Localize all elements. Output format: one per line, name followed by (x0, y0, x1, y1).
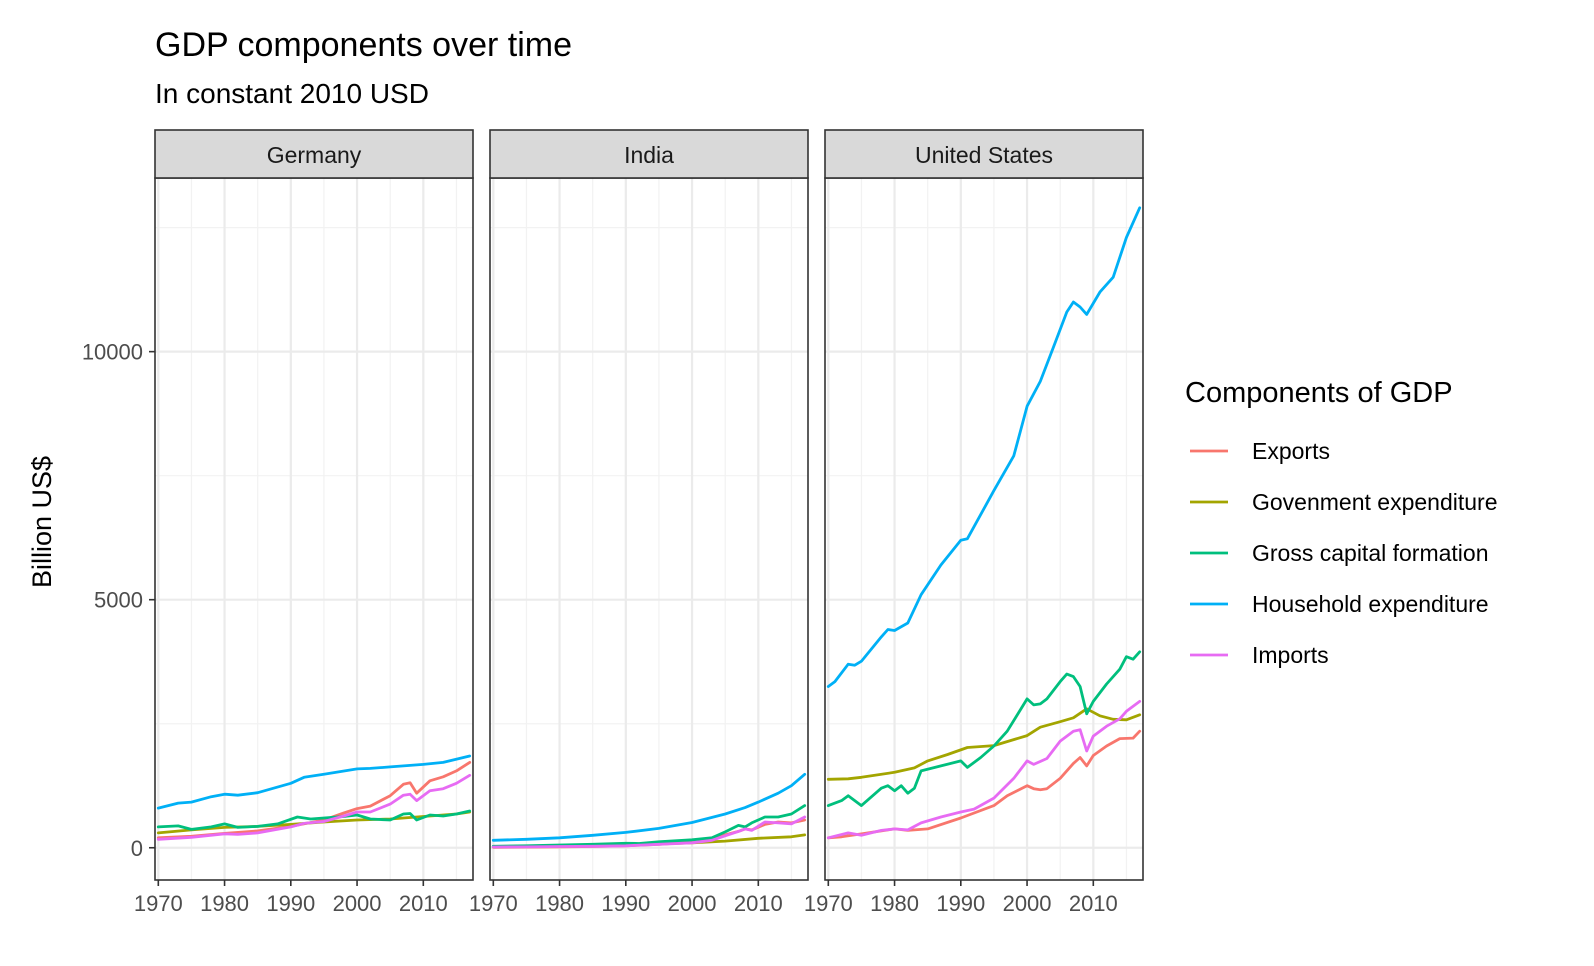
panel-united-states: United States 1970 1980 1990 2000 2010 (804, 129, 1144, 916)
facet-strip (154, 129, 474, 179)
series-line-imports (156, 773, 472, 841)
series-line-govenment-expenditure (826, 707, 1142, 781)
legend: Exports Govenment expenditure Gross capita… (1190, 438, 1498, 668)
facet-strip (489, 129, 809, 179)
legend-item-gross-capital-formation: Gross capital formation (1190, 540, 1488, 566)
facet-strip-label: Germany (267, 142, 362, 168)
x-tick-label: 2010 (399, 891, 448, 916)
y-tick-label: 5000 (94, 588, 143, 613)
panel-germany: Germany 1970 1980 1990 2000 2010 (134, 129, 474, 916)
x-tick-label: 2000 (1003, 891, 1052, 916)
facet-panels: Germany 1970 1980 1990 2000 2010 India 1970 1980… (134, 129, 1144, 916)
x-tick-label: 1980 (870, 891, 919, 916)
series-line-exports (156, 761, 472, 840)
x-tick-label: 2000 (333, 891, 382, 916)
legend-item-imports: Imports (1190, 642, 1329, 668)
series-line-imports (491, 815, 807, 849)
facet-strip-label: United States (915, 142, 1053, 168)
legend-label: Gross capital formation (1252, 540, 1488, 566)
x-tick-label: 1990 (936, 891, 985, 916)
x-tick-label: 2010 (734, 891, 783, 916)
facet-strip (824, 129, 1144, 179)
series-line-household-expenditure (156, 754, 472, 810)
chart-title: GDP components over time (155, 26, 572, 64)
legend-label: Govenment expenditure (1252, 489, 1498, 515)
legend-item-govenment-expenditure: Govenment expenditure (1190, 489, 1498, 515)
y-axis-title: Billion US$ (27, 456, 57, 588)
series-line-imports (826, 700, 1142, 840)
x-tick-label: 1970 (469, 891, 518, 916)
series-line-gross-capital-formation (491, 804, 807, 848)
legend-item-exports: Exports (1190, 438, 1330, 464)
panel-background (490, 178, 808, 880)
legend-label: Imports (1252, 642, 1329, 668)
y-tick-label: 0 (131, 836, 143, 861)
x-tick-label: 1980 (535, 891, 584, 916)
x-tick-label: 1970 (134, 891, 183, 916)
series-line-household-expenditure (826, 206, 1142, 688)
x-tick-label: 2010 (1069, 891, 1118, 916)
x-tick-label: 1980 (200, 891, 249, 916)
x-tick-label: 1990 (266, 891, 315, 916)
y-axis: 0 5000 10000 (82, 340, 155, 861)
series-line-gross-capital-formation (156, 809, 472, 831)
facet-strip-label: India (624, 142, 674, 168)
legend-label: Exports (1252, 438, 1330, 464)
series-line-household-expenditure (491, 772, 807, 842)
legend-title: Components of GDP (1185, 377, 1453, 409)
series-line-gross-capital-formation (826, 650, 1142, 807)
legend-label: Household expenditure (1252, 591, 1489, 617)
panel-india: India 1970 1980 1990 2000 2010 (469, 129, 809, 916)
y-tick-label: 10000 (82, 340, 143, 365)
panel-background (155, 178, 473, 880)
legend-item-household-expenditure: Household expenditure (1190, 591, 1489, 617)
x-tick-label: 1990 (601, 891, 650, 916)
x-tick-label: 2000 (668, 891, 717, 916)
chart-subtitle: In constant 2010 USD (155, 78, 429, 109)
x-tick-label: 1970 (804, 891, 853, 916)
